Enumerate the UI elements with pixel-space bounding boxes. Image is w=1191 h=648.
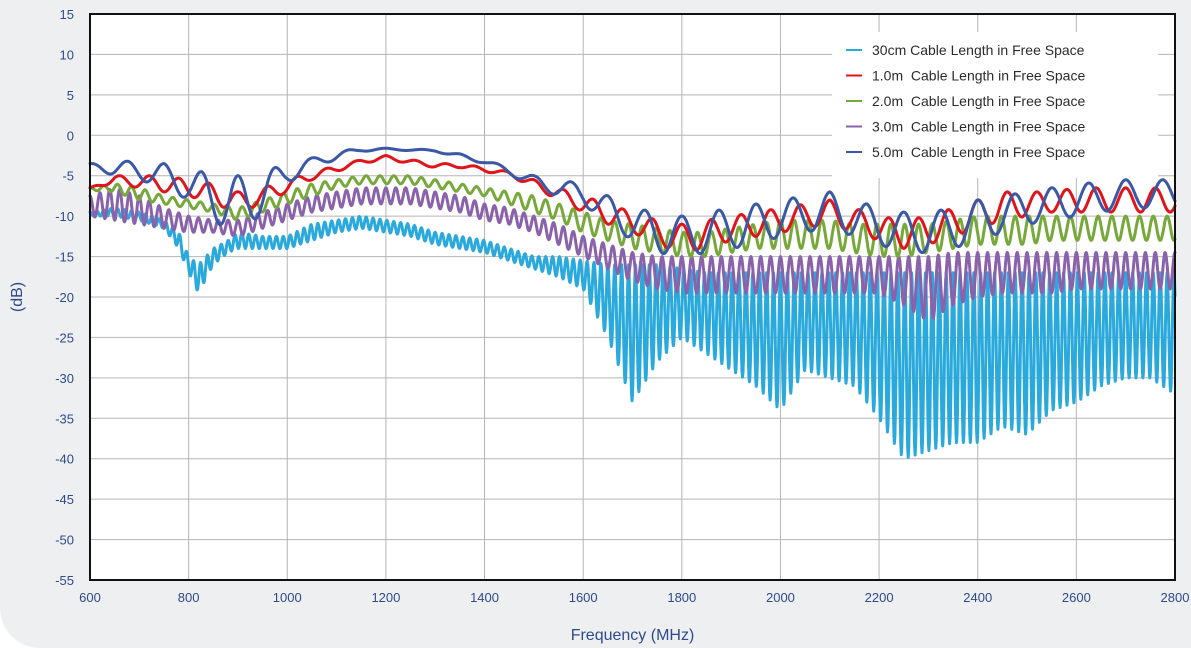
y-tick-label: 5: [67, 88, 74, 103]
x-tick-label: 1800: [667, 590, 696, 605]
legend-label: 30cm Cable Length in Free Space: [872, 42, 1085, 58]
y-tick-label: -20: [55, 290, 74, 305]
x-tick-label: 2200: [865, 590, 894, 605]
x-tick-label: 2400: [963, 590, 992, 605]
y-axis-title: (dB): [9, 282, 26, 312]
y-tick-label: 10: [60, 47, 74, 62]
x-tick-label: 1000: [273, 590, 302, 605]
series-line: [88, 146, 1177, 256]
y-tick-label: -40: [55, 452, 74, 467]
x-tick-label: 2600: [1062, 590, 1091, 605]
y-tick-label: -5: [62, 169, 74, 184]
series-line: [88, 154, 1177, 252]
series-lines: [88, 146, 1177, 459]
y-tick-labels: 15 10 5 0 -5 -10 -15 -20 -25 -30 -35 -40 -45 -50 -55: [55, 7, 74, 588]
legend-label: 3.0m Cable Length in Free Space: [872, 119, 1085, 135]
x-tick-label: 1400: [470, 590, 499, 605]
y-tick-label: -55: [55, 573, 74, 588]
x-tick-label: 2000: [766, 590, 795, 605]
series-line: [88, 174, 1177, 259]
y-tick-label: 15: [60, 7, 74, 22]
y-tick-label: -45: [55, 492, 74, 507]
legend-label: 1.0m Cable Length in Free Space: [872, 68, 1085, 84]
series-line: [88, 186, 1177, 320]
y-tick-label: -30: [55, 371, 74, 386]
x-tick-label: 800: [178, 590, 200, 605]
y-tick-label: -50: [55, 533, 74, 548]
x-axis-title: Frequency (MHz): [571, 627, 695, 644]
x-tick-label: 2800: [1161, 590, 1190, 605]
x-tick-label: 1600: [569, 590, 598, 605]
x-tick-label: 600: [79, 590, 101, 605]
y-tick-label: -35: [55, 411, 74, 426]
y-tick-label: 0: [67, 128, 74, 143]
x-tick-label: 1200: [371, 590, 400, 605]
legend-label: 2.0m Cable Length in Free Space: [872, 93, 1085, 109]
plot-frame: [89, 13, 1176, 581]
y-tick-label: -15: [55, 250, 74, 265]
y-tick-label: -10: [55, 209, 74, 224]
legend-background: [832, 32, 1158, 178]
legend-label: 5.0m Cable Length in Free Space: [872, 144, 1085, 160]
x-tick-labels: 600 800 1000 1200 1400 1600 1800 2000 2200 2400 26…: [79, 590, 1189, 605]
legend: 30cm Cable Length in Free Space 1.0m Cabl…: [832, 32, 1158, 178]
y-tick-label: -25: [55, 330, 74, 345]
